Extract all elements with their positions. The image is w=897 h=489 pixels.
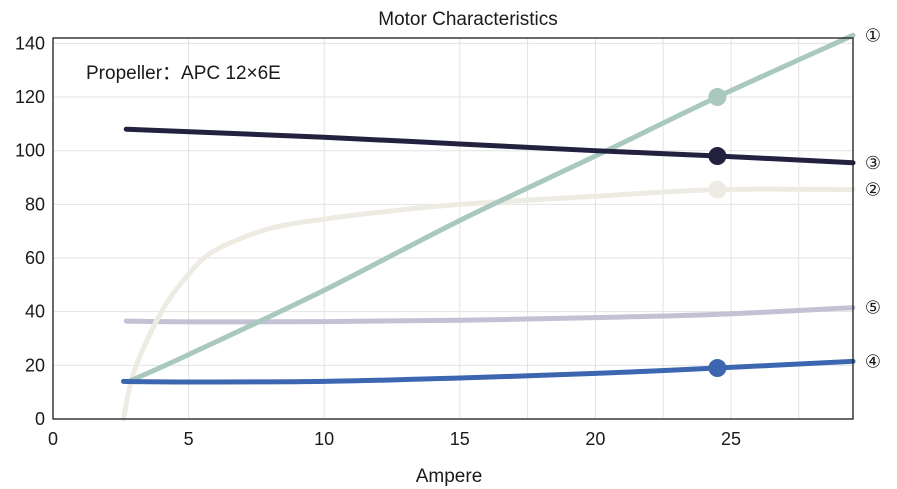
series-labels: ① ② ③ ④ ⑤ <box>865 25 881 371</box>
propeller-annotation: Propeller：APC 12×6E <box>86 63 281 84</box>
x-tick-label: 0 <box>48 429 58 449</box>
y-tick-label: 40 <box>25 302 45 322</box>
series-label-2: ② <box>865 180 881 200</box>
series-label-5: ⑤ <box>865 298 881 318</box>
x-tick-label: 5 <box>184 429 194 449</box>
marker-layer <box>708 88 727 378</box>
series-layer <box>121 32 856 422</box>
x-tick-label: 20 <box>585 429 605 449</box>
series-line-4 <box>121 358 856 385</box>
y-tick-label: 100 <box>15 141 45 161</box>
series-line-5 <box>123 305 856 325</box>
y-tick-labels: 0 20 40 60 80 100 120 140 <box>15 33 45 429</box>
y-tick-label: 0 <box>35 409 45 429</box>
series-line-3 <box>123 126 856 166</box>
x-tick-label: 15 <box>450 429 470 449</box>
y-tick-label: 120 <box>15 87 45 107</box>
series-label-1: ① <box>865 25 881 45</box>
y-tick-label: 20 <box>25 355 45 375</box>
x-tick-labels: 0 5 10 15 20 25 <box>48 429 741 449</box>
series-line-1 <box>126 32 856 384</box>
y-tick-label: 60 <box>25 248 45 268</box>
plot-frame <box>52 37 854 420</box>
series-marker-2 <box>708 180 727 199</box>
series-marker-4 <box>708 359 727 378</box>
series-label-4: ④ <box>865 351 881 371</box>
series-marker-3 <box>708 147 727 166</box>
series-marker-1 <box>708 88 727 107</box>
x-tick-label: 25 <box>721 429 741 449</box>
series-line-2 <box>121 186 856 422</box>
x-tick-label: 10 <box>314 429 334 449</box>
chart-title: Motor Characteristics <box>378 9 558 30</box>
y-tick-label: 80 <box>25 194 45 214</box>
y-tick-label: 140 <box>15 33 45 53</box>
series-label-3: ③ <box>865 153 881 173</box>
x-axis-label: Ampere <box>416 466 483 487</box>
